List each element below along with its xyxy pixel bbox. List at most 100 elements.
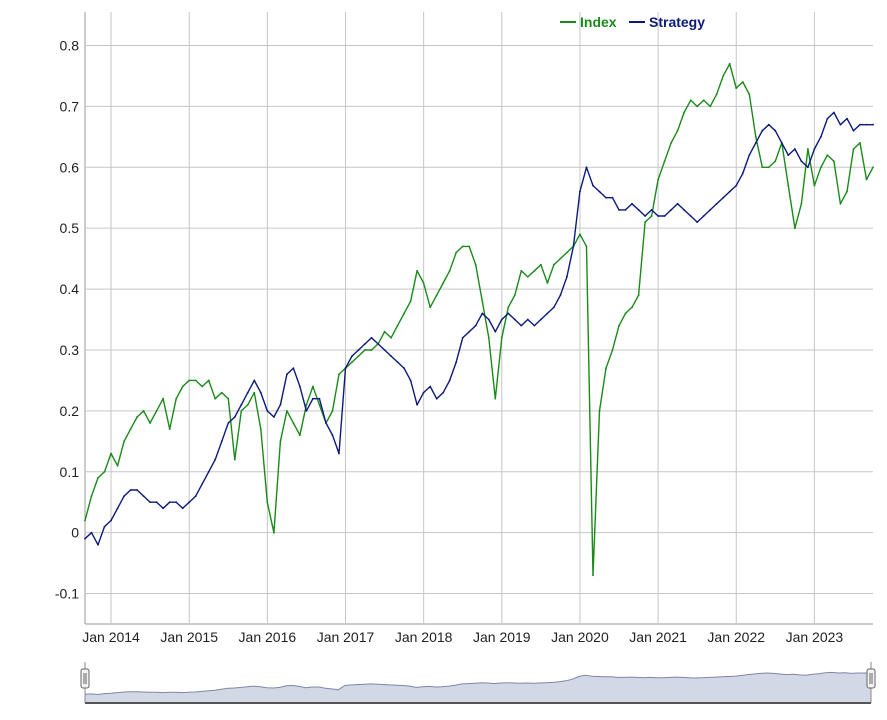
data-point-index: [631, 306, 633, 309]
data-point-strategy: [833, 111, 835, 114]
data-point-strategy: [90, 531, 93, 534]
data-point-strategy: [767, 123, 770, 126]
data-point-strategy: [696, 221, 699, 224]
data-point-index: [605, 367, 607, 370]
data-point-index: [735, 87, 738, 89]
data-point-strategy: [598, 190, 601, 193]
data-point-strategy: [735, 184, 738, 187]
data-point-strategy: [702, 215, 705, 217]
data-point-index: [611, 349, 614, 351]
navigator-left-handle-body[interactable]: [80, 668, 90, 689]
data-point-strategy: [826, 117, 829, 120]
data-point-strategy: [168, 501, 171, 504]
data-point-index: [123, 440, 125, 443]
data-point-strategy: [448, 379, 451, 382]
data-point-index: [702, 99, 705, 102]
data-point-strategy: [715, 202, 718, 205]
data-point-index: [103, 470, 106, 473]
data-point-index: [357, 355, 360, 357]
data-point-index: [435, 294, 438, 297]
data-point-index: [442, 282, 445, 284]
data-point-strategy: [494, 330, 497, 333]
data-point-strategy: [611, 196, 614, 199]
data-point-index: [546, 282, 549, 284]
data-point-index: [644, 221, 646, 224]
data-point-index: [292, 422, 295, 424]
data-point-strategy: [507, 312, 510, 315]
data-point-strategy: [129, 489, 132, 491]
data-point-strategy: [253, 379, 256, 382]
data-point-strategy: [312, 397, 314, 400]
data-point-strategy: [123, 495, 125, 497]
data-point-index: [553, 263, 555, 266]
data-point-strategy: [813, 148, 816, 150]
series-line-strategy: [84, 111, 873, 546]
data-point-strategy: [846, 117, 848, 120]
series-line-index: [84, 63, 874, 576]
data-point-strategy: [246, 391, 249, 394]
y-tick-label: 0.3: [60, 342, 80, 358]
data-point-index: [748, 93, 751, 96]
x-tick-label: Jan 2014: [82, 629, 140, 645]
data-point-index: [253, 391, 256, 394]
data-point-index: [754, 135, 757, 138]
data-point-index: [741, 81, 744, 83]
data-point-index: [155, 410, 158, 412]
navigator-left-handle[interactable]: [80, 668, 90, 689]
data-point-index: [383, 330, 386, 333]
data-point-index: [598, 410, 601, 412]
data-point-index: [859, 142, 861, 144]
data-point-index: [520, 269, 523, 272]
navigator-right-handle-body[interactable]: [866, 668, 876, 689]
data-point-index: [273, 531, 275, 534]
data-point-strategy: [318, 397, 321, 400]
data-point-index: [670, 142, 672, 144]
data-point-index: [566, 251, 568, 254]
data-point-index: [500, 336, 503, 339]
data-point-strategy: [585, 166, 588, 169]
data-point-index: [181, 385, 184, 388]
data-point-index: [351, 361, 353, 363]
data-point-strategy: [657, 215, 659, 217]
data-point-strategy: [859, 123, 861, 126]
data-point-index: [728, 62, 731, 65]
data-point-index: [507, 306, 510, 309]
data-point-index: [663, 160, 666, 163]
data-point-index: [526, 276, 529, 278]
data-point-index: [474, 263, 477, 266]
data-point-index: [299, 434, 301, 437]
data-point-index: [813, 184, 816, 187]
data-point-strategy: [787, 154, 790, 157]
data-point-index: [461, 245, 464, 248]
legend-label-index[interactable]: Index: [580, 14, 617, 30]
x-tick-label: Jan 2019: [473, 629, 531, 645]
data-point-strategy: [637, 209, 640, 211]
data-point-strategy: [149, 501, 152, 504]
data-point-index: [162, 397, 165, 400]
data-point-strategy: [188, 501, 191, 504]
data-point-index: [559, 257, 562, 260]
data-point-strategy: [540, 318, 542, 321]
data-point-strategy: [435, 397, 438, 400]
data-point-strategy: [155, 501, 158, 504]
data-point-strategy: [351, 355, 353, 357]
data-point-index: [338, 373, 340, 376]
data-point-strategy: [136, 489, 139, 491]
data-point-strategy: [377, 343, 379, 345]
data-point-index: [409, 300, 412, 303]
data-point-index: [416, 269, 418, 272]
data-point-strategy: [409, 379, 412, 382]
x-tick-label: Jan 2016: [239, 629, 297, 645]
data-point-strategy: [201, 483, 204, 485]
data-point-index: [481, 300, 484, 303]
legend-label-strategy[interactable]: Strategy: [649, 14, 705, 30]
data-point-index: [820, 166, 822, 169]
navigator-right-handle[interactable]: [866, 668, 876, 689]
data-point-strategy: [618, 209, 620, 211]
x-tick-label: Jan 2021: [629, 629, 687, 645]
data-point-index: [533, 269, 536, 272]
data-point-strategy: [442, 391, 445, 394]
data-point-index: [468, 245, 471, 248]
y-tick-label: 0.5: [60, 220, 80, 236]
